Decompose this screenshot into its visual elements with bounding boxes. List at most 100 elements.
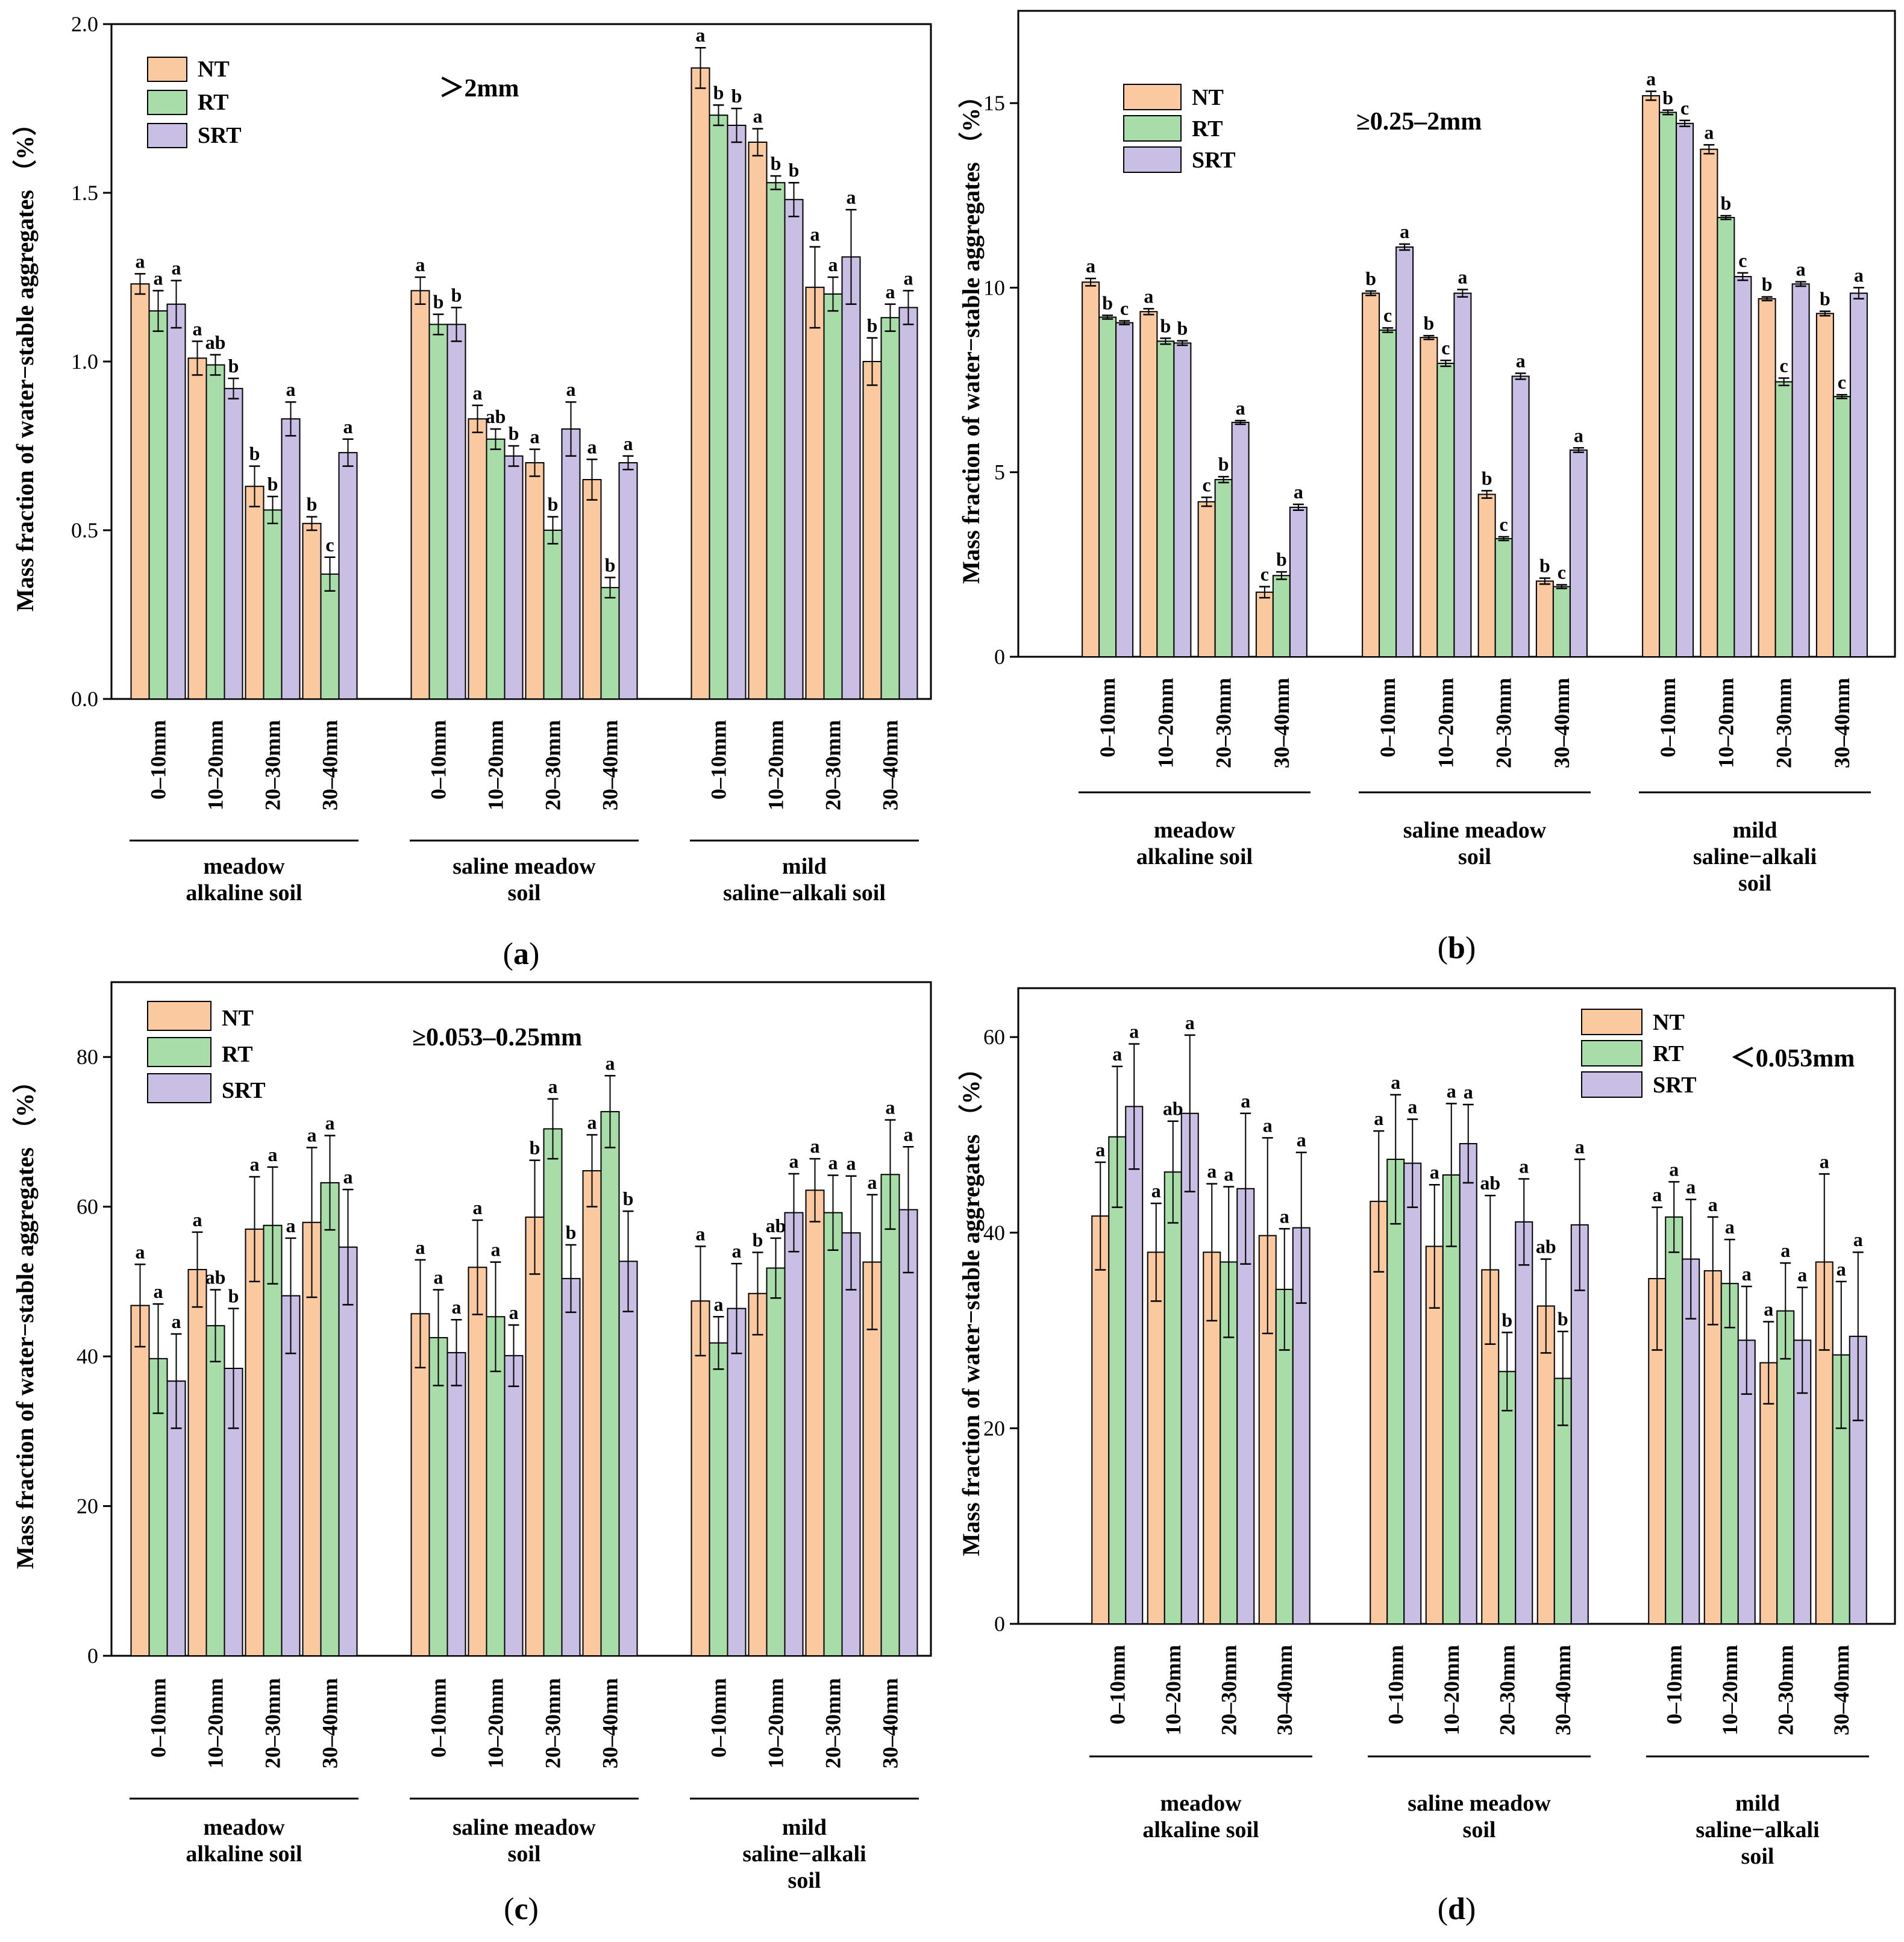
significance-letter: a	[1374, 1107, 1383, 1129]
significance-letter: a	[307, 1124, 317, 1146]
significance-letter: a	[473, 1197, 483, 1218]
bar-srt	[841, 256, 861, 700]
significance-letter: a	[1400, 221, 1409, 242]
significance-letter: a	[1430, 1161, 1439, 1183]
category-label: 10–20mm	[1439, 1645, 1464, 1735]
significance-letter: a	[286, 1215, 296, 1236]
significance-letter: b	[753, 1229, 763, 1250]
category-label: 20–30mm	[821, 720, 845, 810]
significance-letter: ab	[486, 406, 506, 427]
legend-swatch-nt	[147, 1001, 211, 1031]
significance-letter: a	[1280, 1205, 1289, 1227]
group-label: alkaline soil	[1136, 844, 1253, 869]
bar-rt	[709, 1342, 728, 1657]
bar-rt	[486, 438, 506, 700]
group-label: saline meadow	[453, 854, 596, 879]
bar-srt	[1682, 1258, 1700, 1624]
significance-letter: a	[343, 1166, 353, 1188]
significance-letter: a	[325, 1112, 335, 1134]
bar-srt	[1115, 322, 1134, 657]
bar-nt	[1642, 95, 1661, 658]
y-tick-label: 0	[994, 1612, 1005, 1636]
category-label: 20–30mm	[541, 1678, 565, 1768]
bar-rt	[543, 530, 563, 700]
bar-srt	[1403, 1162, 1422, 1624]
bar-rt	[428, 324, 448, 700]
bar-srt	[446, 324, 466, 700]
significance-letter: a	[714, 1293, 724, 1315]
group-label: saline−alkali soil	[723, 880, 886, 906]
significance-letter: a	[1241, 1090, 1250, 1112]
category-label: 20–30mm	[261, 1678, 285, 1768]
significance-letter: ab	[205, 1267, 226, 1288]
y-tick-label: 0	[87, 1644, 98, 1668]
bar-nt	[748, 1292, 768, 1656]
category-label: 30–40mm	[318, 720, 342, 810]
significance-letter: a	[1708, 1194, 1718, 1215]
group-label: saline meadow	[453, 1815, 596, 1840]
bar-nt	[1700, 148, 1718, 657]
legend-label-rt: RT	[1653, 1041, 1683, 1067]
significance-letter: a	[434, 1267, 443, 1288]
category-label: 10–20mm	[204, 1678, 228, 1768]
significance-letter: a	[1263, 1114, 1273, 1136]
significance-letter: b	[566, 1221, 577, 1243]
category-label: 10–20mm	[1433, 678, 1458, 768]
significance-letter: b	[451, 284, 462, 305]
bar-srt	[338, 452, 358, 700]
significance-letter: b	[1365, 268, 1376, 289]
significance-letter: a	[1297, 1129, 1306, 1151]
group-label: soil	[1738, 871, 1771, 896]
bar-rt	[205, 364, 225, 700]
significance-letter: b	[789, 159, 800, 181]
significance-letter: a	[1129, 1021, 1139, 1042]
y-tick-label: 40	[77, 1344, 98, 1368]
legend-swatch-srt	[147, 123, 187, 148]
legend-swatch-srt	[147, 1073, 211, 1103]
bar-srt	[504, 1355, 524, 1656]
significance-letter: a	[624, 433, 633, 454]
bar-srt	[618, 462, 638, 700]
significance-letter: a	[154, 1280, 163, 1302]
bar-rt	[1214, 478, 1233, 657]
legend-swatch-srt	[1123, 146, 1182, 173]
significance-letter: b	[228, 1285, 239, 1307]
bar-srt	[1849, 292, 1868, 658]
group-label: alkaline soil	[186, 1841, 302, 1867]
bar-nt	[410, 290, 430, 700]
significance-letter: b	[1423, 312, 1434, 334]
group-label: mild	[1735, 1791, 1780, 1816]
group-label: meadow	[203, 854, 285, 879]
significance-letter: a	[1516, 350, 1526, 372]
bar-nt	[805, 1189, 825, 1656]
bar-rt	[1552, 586, 1571, 658]
significance-letter: b	[623, 1188, 634, 1209]
significance-letter: a	[193, 1209, 202, 1230]
significance-letter: c	[325, 534, 334, 556]
bar-srt	[1173, 342, 1192, 657]
category-label: 30–40mm	[1551, 1645, 1575, 1735]
bar-srt	[1180, 1112, 1199, 1625]
bar-srt	[898, 1209, 918, 1656]
significance-letter: c	[1441, 337, 1450, 359]
significance-letter: a	[1646, 68, 1656, 90]
significance-letter: b	[1762, 274, 1773, 295]
bar-rt	[880, 317, 900, 700]
category-label: 0–10mm	[1383, 1645, 1408, 1724]
bar-nt	[1139, 311, 1158, 657]
bar-srt	[1459, 1143, 1477, 1624]
bar-srt	[281, 418, 301, 700]
significance-letter: a	[1575, 1136, 1585, 1157]
significance-letter: c	[1738, 249, 1747, 271]
significance-letter: a	[868, 1171, 877, 1193]
significance-letter: a	[1764, 1298, 1773, 1320]
significance-letter: b	[1276, 548, 1287, 570]
significance-letter: a	[1652, 1184, 1662, 1206]
category-label: 10–20mm	[1161, 1645, 1185, 1735]
significance-letter: a	[1408, 1095, 1417, 1117]
bar-nt	[410, 1313, 430, 1656]
significance-letter: a	[473, 382, 483, 404]
group-label: mild	[782, 854, 827, 879]
significance-letter: b	[1102, 292, 1113, 313]
group-label: mild	[782, 1815, 827, 1840]
